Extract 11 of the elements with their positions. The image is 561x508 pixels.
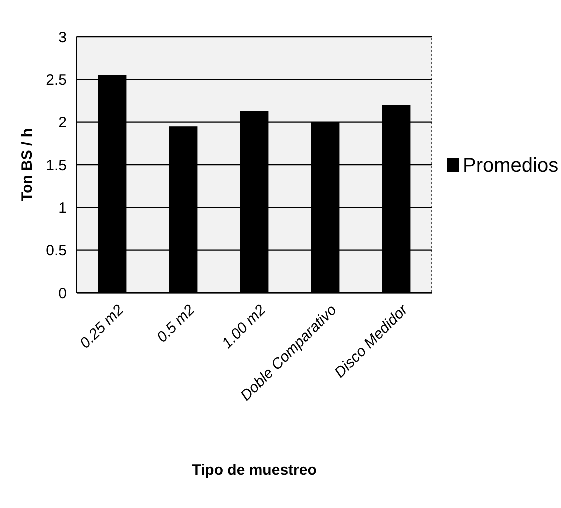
y-tick-label: 3 bbox=[58, 29, 67, 46]
y-tick-label: 0 bbox=[58, 285, 67, 302]
y-tick-label: 2 bbox=[58, 114, 67, 132]
y-axis-title: Ton BS / h bbox=[19, 128, 36, 202]
y-tick-label: 1 bbox=[58, 200, 67, 217]
legend-label: Promedios bbox=[463, 155, 559, 177]
y-tick-label: 2.5 bbox=[46, 72, 67, 89]
x-axis-title: Tipo de muestreo bbox=[192, 462, 317, 479]
y-tick-label: 0.5 bbox=[46, 242, 67, 260]
x-tick-label: 0.5 m2 bbox=[154, 301, 199, 346]
y-tick-label: 1.5 bbox=[46, 157, 67, 174]
